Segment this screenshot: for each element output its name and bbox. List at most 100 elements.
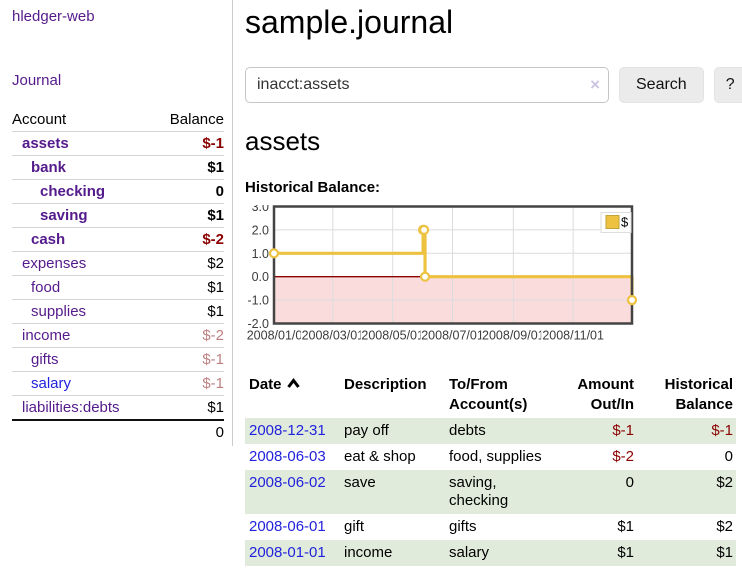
account-balance: $2 [153, 251, 224, 276]
transaction-balance: $2 [716, 474, 733, 492]
account-heading: assets [245, 125, 321, 156]
account-row: expenses $2 [12, 251, 224, 276]
account-balance: $-1 [153, 131, 224, 156]
account-row: supplies $1 [12, 299, 224, 324]
account-balance: $-1 [153, 347, 224, 372]
account-link[interactable]: bank [12, 155, 154, 180]
page: hledger-web Journal Account Balance asse… [12, 0, 742, 567]
register-table: Date Description To/From Account(s) Amou… [245, 374, 736, 567]
account-link[interactable]: income [12, 323, 154, 348]
register-row: 2008-01-01 income salary $1 $1 [245, 540, 736, 567]
account-row: gifts $-1 [12, 347, 224, 372]
transaction-accounts: food, supplies [449, 448, 542, 466]
svg-text:$: $ [621, 215, 629, 230]
accounts-total-row: 0 [12, 419, 224, 444]
account-row: income $-2 [12, 323, 224, 348]
account-balance: 0 [153, 179, 224, 204]
account-link[interactable]: cash [12, 227, 154, 252]
svg-text:2008/09/01: 2008/09/01 [482, 329, 545, 343]
transaction-description: eat & shop [344, 448, 416, 466]
transaction-amount: $1 [617, 544, 634, 562]
search-button[interactable]: Search [619, 66, 704, 103]
account-link[interactable]: saving [12, 203, 154, 228]
transaction-date-link[interactable]: 2008-01-01 [249, 544, 326, 562]
account-row: checking 0 [12, 179, 224, 204]
svg-text:2008/11/01: 2008/11/01 [542, 329, 604, 343]
account-link[interactable]: checking [12, 179, 154, 204]
column-header-balance: Historical Balance [664, 376, 733, 414]
svg-text:-1.0: -1.0 [247, 294, 269, 308]
account-row: saving $1 [12, 203, 224, 228]
account-row: bank $1 [12, 155, 224, 180]
total-spacer [12, 419, 154, 444]
svg-text:-2.0: -2.0 [247, 317, 269, 331]
account-balance: $1 [153, 299, 224, 324]
transaction-balance: $2 [716, 518, 733, 536]
search-row: × Search ? [245, 66, 742, 103]
transaction-description: income [344, 544, 393, 562]
accounts-table: Account Balance assets $-1 bank $1 checking 0… [12, 108, 224, 444]
account-link[interactable]: expenses [12, 251, 154, 276]
register-row: 2008-06-01 gift gifts $1 $2 [245, 514, 736, 540]
balance-column-header: Balance [153, 108, 224, 132]
account-balance: $1 [153, 275, 224, 300]
column-header-description: Description [344, 376, 427, 394]
transaction-date-link[interactable]: 2008-06-02 [249, 474, 326, 492]
search-input[interactable] [245, 66, 609, 103]
transaction-amount: $-1 [612, 422, 634, 440]
account-balance: $-2 [153, 227, 224, 252]
svg-text:3.0: 3.0 [252, 205, 269, 214]
app-title-link[interactable]: hledger-web [12, 8, 95, 25]
account-balance: $1 [153, 395, 224, 421]
account-row: liabilities:debts $1 [12, 395, 224, 421]
account-row: food $1 [12, 275, 224, 300]
sidebar-item-journal[interactable]: Journal [12, 72, 62, 89]
transaction-date-link[interactable]: 2008-06-03 [249, 448, 326, 466]
account-row: assets $-1 [12, 131, 224, 156]
svg-text:2.0: 2.0 [252, 224, 269, 238]
sort-ascending-icon [286, 378, 300, 389]
svg-text:1.0: 1.0 [252, 247, 269, 261]
svg-text:2008/01/01: 2008/01/01 [247, 329, 310, 343]
main-content: sample.journal × Search ? assets Histori… [233, 0, 742, 567]
register-row: 2008-06-02 save saving, checking 0 $2 [245, 470, 736, 515]
transaction-accounts: salary [449, 544, 490, 562]
svg-text:2008/03/01: 2008/03/01 [302, 329, 365, 343]
account-row: salary $-1 [12, 371, 224, 396]
account-link[interactable]: food [12, 275, 154, 300]
transaction-description: gift [344, 518, 365, 536]
transaction-description: pay off [344, 422, 389, 440]
transaction-balance: $-1 [711, 422, 733, 440]
balance-chart-svg: $3.0 2.0 1.0 0.0 -1.0 -2.02008/01/012008/03/0… [246, 200, 638, 344]
help-button[interactable]: ? [713, 66, 742, 103]
search-box: × [245, 66, 609, 103]
column-header-tofrom: To/From Account(s) [449, 376, 528, 414]
chart-title: Historical Balance: [245, 179, 381, 197]
transaction-date-link[interactable]: 2008-12-31 [249, 422, 326, 440]
accounts-column-header: Account [12, 108, 154, 132]
svg-text:2008/07/01: 2008/07/01 [421, 329, 484, 343]
account-balance: $-2 [153, 323, 224, 348]
column-header-amount: Amount Out/In [577, 376, 634, 414]
transaction-amount: $-2 [612, 448, 634, 466]
svg-text:2008/05/01: 2008/05/01 [361, 329, 424, 343]
transaction-description: save [344, 474, 376, 492]
column-header-date[interactable]: Date [245, 374, 340, 418]
svg-text:0.0: 0.0 [252, 271, 269, 285]
account-link[interactable]: gifts [12, 347, 154, 372]
account-link[interactable]: salary [12, 371, 154, 396]
page-title: sample.journal [245, 4, 454, 40]
transaction-amount: 0 [625, 474, 634, 492]
account-balance: $1 [153, 155, 224, 180]
account-link[interactable]: assets [12, 131, 154, 156]
transaction-date-link[interactable]: 2008-06-01 [249, 518, 326, 536]
clear-search-icon[interactable]: × [590, 74, 600, 94]
account-link[interactable]: liabilities:debts [12, 395, 154, 421]
account-balance: $-1 [153, 371, 224, 396]
transaction-accounts: debts [449, 422, 486, 440]
transaction-balance: 0 [724, 448, 733, 466]
account-link[interactable]: supplies [12, 299, 154, 324]
transaction-balance: $1 [716, 544, 733, 562]
historical-balance-chart: $3.0 2.0 1.0 0.0 -1.0 -2.0 2008/01/01 2008/03/0… [245, 200, 742, 356]
account-balance: $1 [153, 203, 224, 228]
